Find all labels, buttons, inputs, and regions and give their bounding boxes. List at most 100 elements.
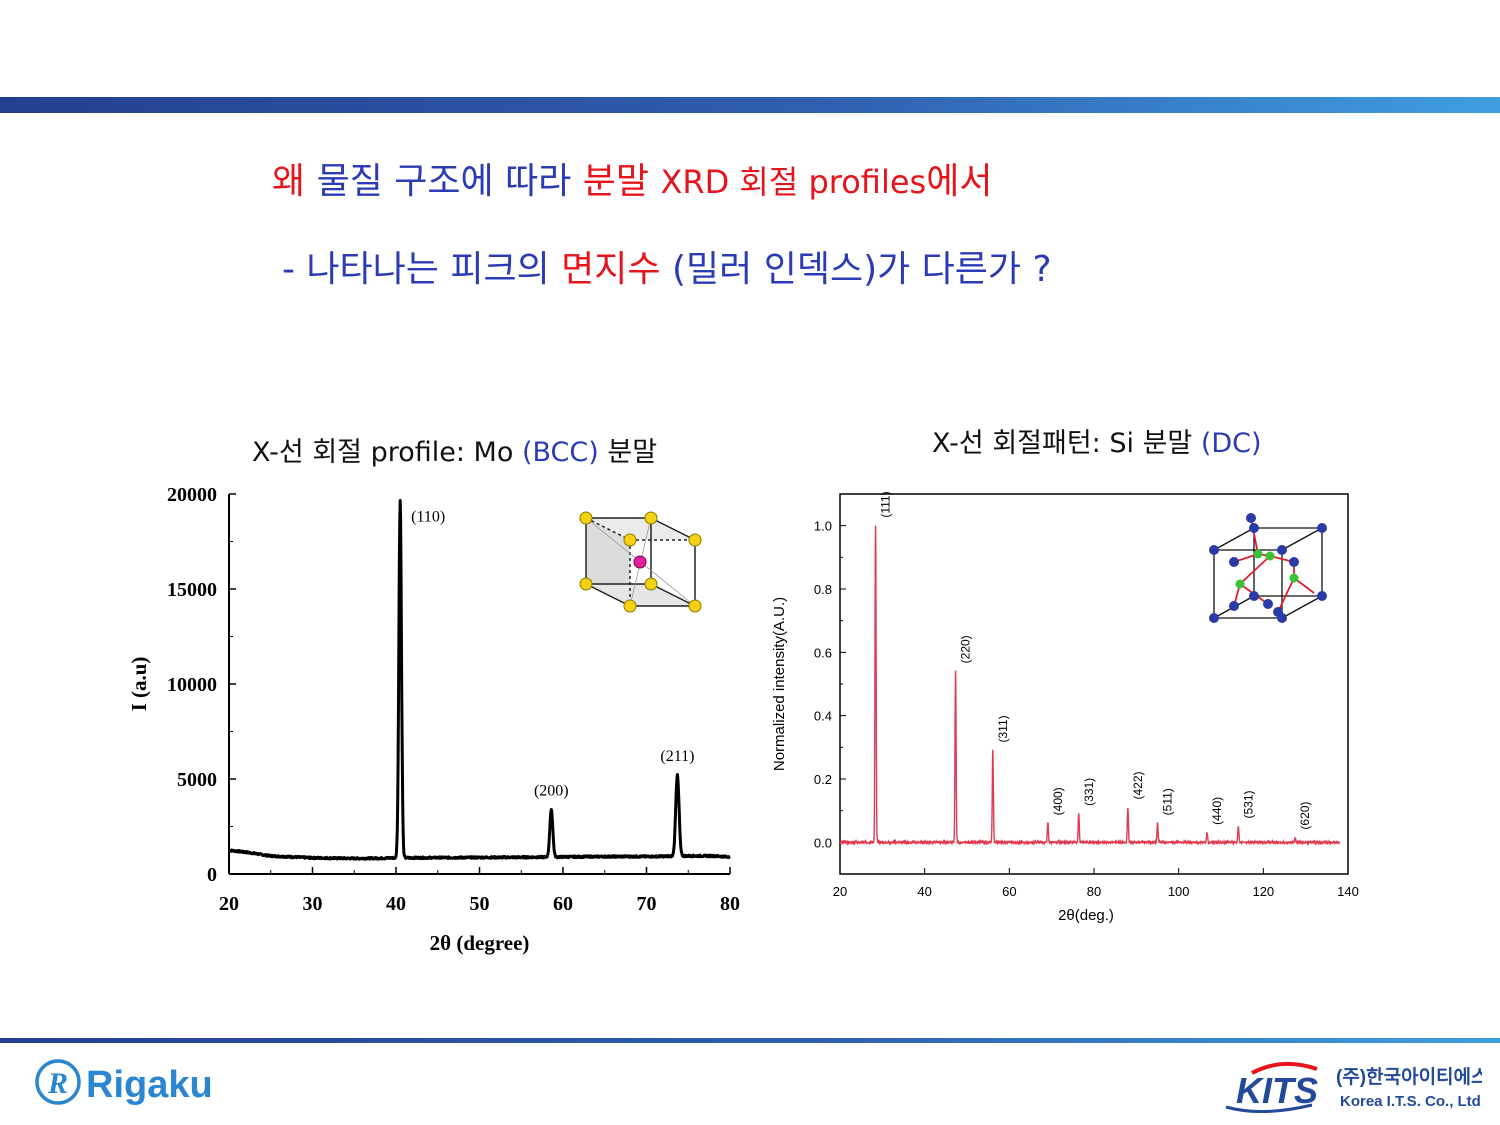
bcc-corner-atom xyxy=(623,533,637,547)
si-atom xyxy=(1229,557,1239,567)
peak-label: (110) xyxy=(411,509,445,526)
header-bar xyxy=(0,97,1500,113)
y-tick-label: 1.0 xyxy=(814,519,832,534)
y-tick-label: 20000 xyxy=(167,484,217,506)
peak-label: (311) xyxy=(996,715,1010,742)
x-tick-label: 80 xyxy=(720,893,740,915)
peak-label: (220) xyxy=(959,635,973,663)
x-tick-label: 140 xyxy=(1337,884,1359,899)
title-part: XRD 회절 profiles xyxy=(660,163,927,201)
si-interior-atom xyxy=(1265,551,1275,561)
slide-title: 왜 물질 구조에 따라 분말 XRD 회절 profiles에서 xyxy=(272,152,992,204)
si-atom xyxy=(1277,545,1287,555)
x-tick-label: 20 xyxy=(219,893,239,915)
x-axis-label: 2θ(deg.) xyxy=(1058,907,1114,924)
si-atom xyxy=(1249,591,1259,601)
bcc-corner-atom xyxy=(579,511,593,525)
peak-label: (531) xyxy=(1241,790,1255,818)
si-interior-atom xyxy=(1235,579,1245,589)
kits-company-english: Korea I.T.S. Co., Ltd. xyxy=(1340,1093,1482,1110)
si-atom xyxy=(1317,591,1327,601)
title-part: 왜 xyxy=(272,161,317,202)
si-interior-atom xyxy=(1253,549,1263,559)
x-tick-label: 50 xyxy=(470,893,490,915)
si-interior-atom xyxy=(1289,573,1299,583)
bcc-corner-atom xyxy=(688,599,702,613)
x-tick-label: 20 xyxy=(833,884,847,899)
si-atom xyxy=(1246,513,1256,523)
left-chart-title-accent: (BCC) xyxy=(521,437,599,468)
si-atom xyxy=(1263,599,1273,609)
bcc-corner-atom xyxy=(579,577,593,591)
x-axis-label: 2θ (degree) xyxy=(430,931,530,955)
title-part: 분말 xyxy=(582,161,661,202)
left-chart-title-main: X-선 회절 profile: Mo xyxy=(252,437,522,468)
si-atom xyxy=(1249,523,1259,533)
title-part: 물질 구조에 따라 xyxy=(316,161,583,202)
si-atom xyxy=(1209,545,1219,555)
bond-line xyxy=(1277,577,1295,613)
peak-label: (440) xyxy=(1210,797,1224,825)
si-dc-xrd-chart: 20 40 60 80 100 120 140 0.0 0.2 0.4 0.6 0.8 1.0 2θ(de… xyxy=(771,491,1359,924)
si-atom xyxy=(1317,523,1327,533)
plot-frame xyxy=(839,493,1349,875)
kits-logo: KITS (주)한국아이티에스 Korea I.T.S. Co., Ltd. xyxy=(1225,1061,1482,1113)
peak-label: (400) xyxy=(1051,787,1065,815)
y-tick-label: 10000 xyxy=(167,674,217,696)
y-tick-label: 0.4 xyxy=(814,709,832,724)
right-chart-title-main: X-선 회절패턴: Si 분말 xyxy=(932,428,1201,459)
right-chart-title-accent: (DC) xyxy=(1200,428,1262,459)
y-tick-label: 5000 xyxy=(177,769,217,791)
peak-label: (620) xyxy=(1298,802,1312,830)
peak-label: (200) xyxy=(534,782,569,799)
footer-bar xyxy=(0,1038,1500,1043)
subtitle-part: 면지수 xyxy=(561,249,661,290)
x-tick-label: 70 xyxy=(637,893,657,915)
bcc-corner-atom xyxy=(623,599,637,613)
rigaku-logo-icon xyxy=(35,1059,81,1105)
peak-label: (211) xyxy=(660,748,694,765)
xrd-series-line xyxy=(227,499,732,861)
si-atom xyxy=(1209,613,1219,623)
x-tick-label: 60 xyxy=(553,893,573,915)
y-tick-label: 15000 xyxy=(167,579,217,601)
left-chart-title-tail: 분말 xyxy=(598,437,658,468)
peak-label: (422) xyxy=(1131,771,1145,799)
si-atom xyxy=(1229,601,1239,611)
left-chart-title: X-선 회절 profile: Mo (BCC) 분말 xyxy=(252,430,657,469)
diamond-cubic-unit-cell-icon xyxy=(1209,513,1327,623)
x-tick-label: 60 xyxy=(1002,884,1016,899)
y-axis-label: Normalized intensity(A.U.) xyxy=(771,597,788,771)
rigaku-logo-text: Rigaku xyxy=(86,1064,213,1106)
mo-bcc-xrd-chart: 20 30 40 50 60 70 80 0 5000 10000 15000 20000 2θ (de… xyxy=(127,484,740,955)
svg-text:R: R xyxy=(47,1067,68,1100)
peak-label: (331) xyxy=(1082,778,1096,806)
bcc-corner-atom xyxy=(688,533,702,547)
title-part: 에서 xyxy=(926,161,993,202)
x-tick-label: 100 xyxy=(1168,884,1190,899)
subtitle-part: - 나타나는 피크의 xyxy=(282,249,562,290)
x-tick-label: 120 xyxy=(1252,884,1274,899)
kits-logo-text: KITS xyxy=(1236,1070,1318,1111)
si-atom xyxy=(1289,557,1299,567)
slide-subtitle: - 나타나는 피크의 면지수 (밀러 인덱스)가 다른가 ? xyxy=(282,240,1052,292)
si-atom xyxy=(1273,607,1283,617)
bond-line xyxy=(1239,555,1271,585)
x-tick-label: 80 xyxy=(1087,884,1101,899)
right-chart-title: X-선 회절패턴: Si 분말 (DC) xyxy=(932,421,1262,460)
kits-company-korean: (주)한국아이티에스 xyxy=(1336,1066,1482,1088)
subtitle-part: (밀러 인덱스)가 다른가 ? xyxy=(660,249,1052,290)
xrd-series-line xyxy=(839,525,1341,846)
bcc-center-atom xyxy=(633,555,647,569)
x-tick-label: 40 xyxy=(386,893,406,915)
rigaku-logo: R Rigaku xyxy=(35,1059,213,1106)
x-tick-label: 30 xyxy=(303,893,323,915)
y-axis-label: I (a.u) xyxy=(127,657,151,712)
x-tick-label: 40 xyxy=(917,884,931,899)
y-tick-label: 0.0 xyxy=(814,835,832,850)
bcc-corner-atom xyxy=(644,511,658,525)
y-tick-label: 0.2 xyxy=(814,772,832,787)
peak-label: (111) xyxy=(879,491,893,517)
y-tick-label: 0.6 xyxy=(814,645,832,660)
bcc-corner-atom xyxy=(644,577,658,591)
